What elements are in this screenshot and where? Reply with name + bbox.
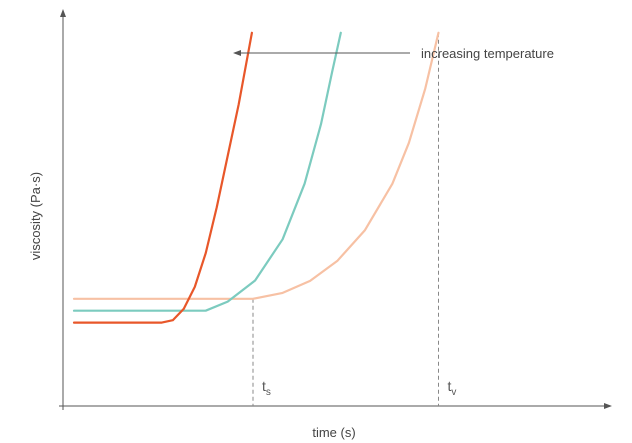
series-2-line	[72, 31, 342, 312]
marker-label-ts: ts	[262, 378, 271, 398]
series-3	[72, 31, 253, 324]
marker-labels: ts tv	[262, 378, 456, 398]
axes	[59, 9, 612, 410]
series-3-line	[72, 31, 253, 324]
series-1-line	[72, 31, 440, 300]
temperature-annotation: increasing temperature	[233, 46, 554, 61]
series-1	[72, 31, 440, 300]
marker-label-subscript: v	[451, 387, 456, 398]
marker-label-tv: tv	[448, 378, 457, 398]
series-layer	[72, 31, 440, 324]
y-axis-label: viscosity (Pa·s)	[28, 172, 43, 260]
marker-label-subscript: s	[266, 387, 271, 398]
x-axis-label: time (s)	[312, 425, 355, 440]
temperature-arrow-head	[233, 50, 241, 56]
series-2	[72, 31, 342, 312]
y-axis-arrow	[60, 9, 66, 17]
marker-label-main: t	[448, 378, 452, 394]
x-axis-arrow	[604, 403, 612, 409]
guide-lines	[252, 32, 439, 406]
marker-label-main: t	[262, 378, 266, 394]
temperature-annotation-label: increasing temperature	[421, 46, 554, 61]
